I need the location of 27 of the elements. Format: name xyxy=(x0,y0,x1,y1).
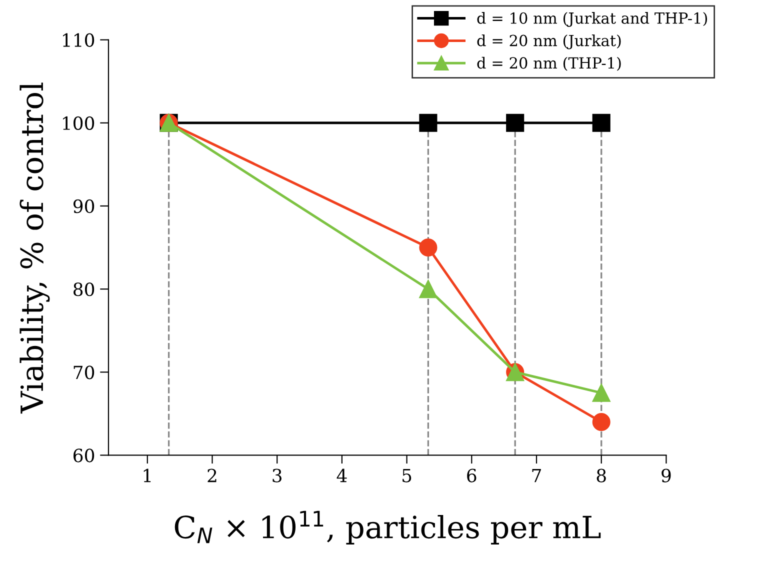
point xyxy=(592,384,610,402)
x-tick-label: 3 xyxy=(272,468,282,482)
legend-label: d = 10 nm (Jurkat and THP-1) xyxy=(477,12,708,27)
y-tick-label: 110 xyxy=(63,33,94,47)
point xyxy=(506,114,524,132)
point xyxy=(592,114,610,132)
x-tick-label: 8 xyxy=(596,468,606,482)
legend-label: d = 20 nm (Jurkat) xyxy=(477,34,621,50)
point xyxy=(419,280,438,298)
x-tick-label: 2 xyxy=(208,468,216,482)
x-axis-title: C$_{N}$ × 10$^{11}$, particles per mL xyxy=(174,510,601,545)
point xyxy=(419,238,438,257)
x-tick-label: 9 xyxy=(662,468,671,482)
point xyxy=(419,114,438,132)
x-tick-label: 7 xyxy=(532,468,541,482)
y-tick-label: 100 xyxy=(63,116,94,130)
x-tick-label: 6 xyxy=(467,468,476,482)
y-axis-title: Viability, % of control xyxy=(20,82,50,414)
y-tick-label: 70 xyxy=(74,366,94,380)
legend-label: d = 20 nm (THP-1) xyxy=(477,56,621,71)
x-tick-label: 5 xyxy=(402,468,412,482)
x-tick-label: 4 xyxy=(336,468,347,482)
x-tick-label: 1 xyxy=(144,468,151,482)
y-tick-label: 60 xyxy=(74,448,94,462)
y-tick-label: 80 xyxy=(74,282,94,296)
point xyxy=(592,412,610,431)
y-tick-label: 90 xyxy=(73,199,94,214)
